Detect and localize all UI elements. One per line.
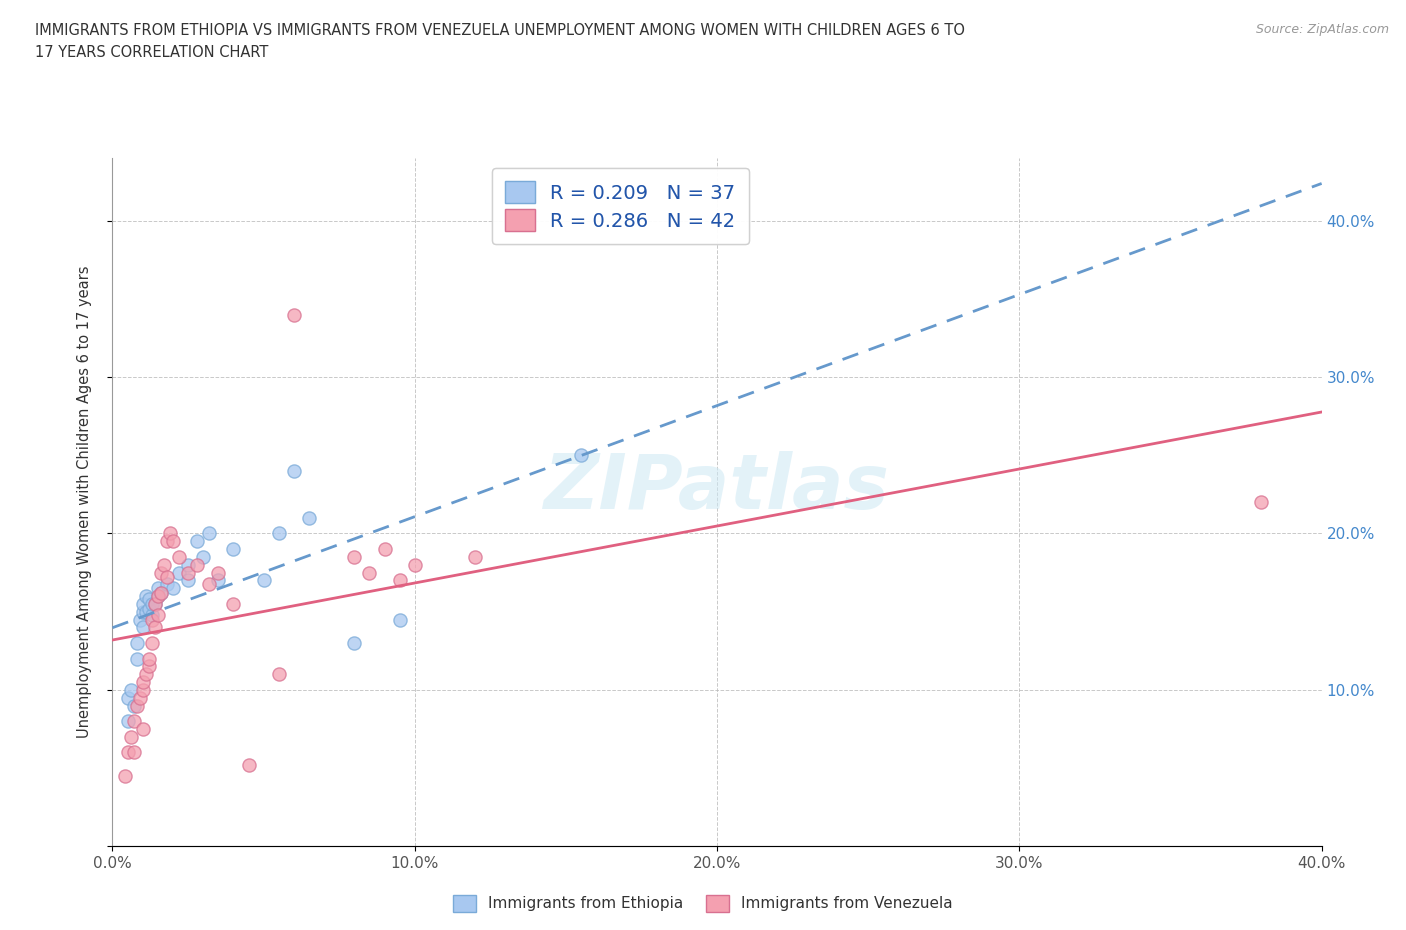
Point bbox=[138, 651, 160, 666]
Point bbox=[283, 463, 305, 478]
Point bbox=[207, 573, 229, 588]
Point bbox=[146, 589, 169, 604]
Point bbox=[149, 565, 172, 580]
Legend: R = 0.209   N = 37, R = 0.286   N = 42: R = 0.209 N = 37, R = 0.286 N = 42 bbox=[492, 167, 749, 245]
Point bbox=[162, 580, 184, 596]
Point bbox=[167, 550, 190, 565]
Point bbox=[267, 526, 290, 541]
Point bbox=[149, 586, 172, 601]
Point bbox=[162, 534, 184, 549]
Point bbox=[146, 607, 169, 622]
Point bbox=[167, 565, 190, 580]
Point bbox=[143, 596, 166, 611]
Point bbox=[359, 565, 381, 580]
Point bbox=[132, 674, 155, 689]
Point bbox=[146, 580, 169, 596]
Point bbox=[374, 541, 396, 556]
Point bbox=[128, 690, 150, 705]
Point bbox=[128, 612, 150, 627]
Point bbox=[153, 557, 176, 572]
Point bbox=[343, 550, 366, 565]
Point bbox=[143, 620, 166, 635]
Text: ZIPatlas: ZIPatlas bbox=[544, 451, 890, 525]
Point bbox=[138, 591, 160, 606]
Legend: Immigrants from Ethiopia, Immigrants from Venezuela: Immigrants from Ethiopia, Immigrants fro… bbox=[447, 889, 959, 918]
Point bbox=[149, 586, 172, 601]
Point bbox=[122, 698, 145, 713]
Point bbox=[125, 698, 148, 713]
Point bbox=[207, 565, 229, 580]
Point bbox=[132, 620, 155, 635]
Point bbox=[388, 573, 411, 588]
Point bbox=[267, 667, 290, 682]
Point bbox=[141, 607, 163, 622]
Point bbox=[1250, 495, 1272, 510]
Point bbox=[138, 601, 160, 616]
Y-axis label: Unemployment Among Women with Children Ages 6 to 17 years: Unemployment Among Women with Children A… bbox=[77, 266, 91, 738]
Point bbox=[156, 534, 179, 549]
Point bbox=[135, 667, 157, 682]
Point bbox=[253, 573, 276, 588]
Point bbox=[132, 722, 155, 737]
Point bbox=[135, 604, 157, 619]
Point bbox=[177, 557, 200, 572]
Point bbox=[186, 557, 208, 572]
Point bbox=[186, 534, 208, 549]
Point bbox=[191, 550, 214, 565]
Point bbox=[343, 635, 366, 650]
Point bbox=[298, 511, 321, 525]
Point bbox=[132, 604, 155, 619]
Text: 17 YEARS CORRELATION CHART: 17 YEARS CORRELATION CHART bbox=[35, 45, 269, 60]
Point bbox=[404, 557, 426, 572]
Point bbox=[114, 768, 136, 783]
Point bbox=[464, 550, 486, 565]
Point bbox=[122, 745, 145, 760]
Point bbox=[143, 596, 166, 611]
Point bbox=[141, 596, 163, 611]
Point bbox=[156, 576, 179, 591]
Point bbox=[146, 589, 169, 604]
Point bbox=[132, 683, 155, 698]
Text: IMMIGRANTS FROM ETHIOPIA VS IMMIGRANTS FROM VENEZUELA UNEMPLOYMENT AMONG WOMEN W: IMMIGRANTS FROM ETHIOPIA VS IMMIGRANTS F… bbox=[35, 23, 965, 38]
Point bbox=[159, 526, 181, 541]
Point bbox=[283, 307, 305, 322]
Point bbox=[388, 612, 411, 627]
Point bbox=[117, 690, 139, 705]
Point bbox=[198, 526, 221, 541]
Point bbox=[117, 713, 139, 728]
Point bbox=[125, 651, 148, 666]
Point bbox=[569, 448, 592, 463]
Point bbox=[141, 612, 163, 627]
Point bbox=[198, 576, 221, 591]
Point bbox=[222, 541, 245, 556]
Point bbox=[135, 589, 157, 604]
Point bbox=[138, 659, 160, 674]
Text: Source: ZipAtlas.com: Source: ZipAtlas.com bbox=[1256, 23, 1389, 36]
Point bbox=[132, 596, 155, 611]
Point bbox=[177, 565, 200, 580]
Point bbox=[141, 635, 163, 650]
Point bbox=[117, 745, 139, 760]
Point bbox=[122, 713, 145, 728]
Point bbox=[238, 758, 260, 773]
Point bbox=[222, 596, 245, 611]
Point bbox=[156, 570, 179, 585]
Point bbox=[120, 683, 142, 698]
Point bbox=[120, 729, 142, 744]
Point bbox=[125, 635, 148, 650]
Point bbox=[177, 573, 200, 588]
